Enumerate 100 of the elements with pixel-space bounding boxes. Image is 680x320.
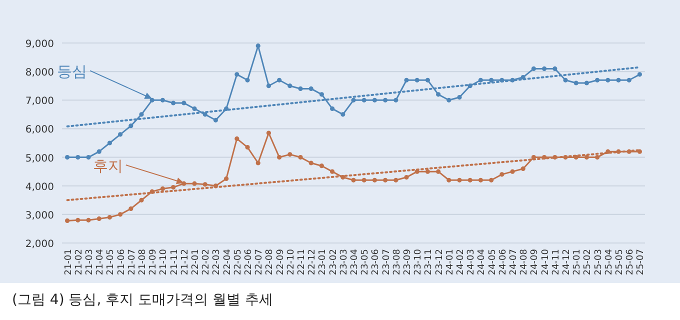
- y-tick-label: 4,000: [25, 182, 54, 193]
- point: [414, 78, 420, 82]
- x-tick-label: 23-08: [392, 248, 402, 276]
- x-tick-label: 23-12: [434, 249, 445, 276]
- x-tick-label: 21-04: [96, 248, 106, 276]
- point: [277, 154, 282, 160]
- x-tick-label: 22-08: [265, 248, 276, 276]
- point: [637, 72, 642, 77]
- point: [510, 169, 515, 174]
- point: [457, 178, 462, 182]
- point: [245, 144, 250, 150]
- x-tick-label: 23-03: [339, 249, 350, 276]
- x-tick-label: 21-11: [170, 249, 180, 276]
- point: [531, 66, 536, 72]
- point: [489, 178, 494, 182]
- point: [234, 136, 240, 142]
- point: [542, 66, 547, 72]
- x-tick-label: 25-07: [636, 249, 646, 276]
- point: [330, 106, 335, 112]
- x-tick-label: 22-03: [212, 249, 222, 276]
- point: [288, 84, 292, 88]
- y-tick-label: 7,000: [25, 96, 54, 108]
- point: [500, 172, 504, 177]
- point: [128, 124, 134, 128]
- x-tick-label: 22-05: [233, 249, 244, 276]
- point: [107, 214, 112, 220]
- point: [86, 154, 91, 160]
- x-tick-label: 24-12: [562, 249, 572, 276]
- point: [606, 78, 610, 82]
- x-tick-label: 24-05: [488, 249, 498, 276]
- x-tick-label: 22-04: [222, 248, 233, 276]
- x-tick-label: 25-03: [594, 249, 604, 276]
- point: [139, 198, 144, 202]
- point: [584, 80, 589, 86]
- point: [224, 176, 229, 182]
- point: [308, 160, 314, 166]
- point: [457, 94, 462, 100]
- point: [436, 92, 441, 97]
- x-tick-label: 22-06: [244, 248, 254, 276]
- x-tick-label: 24-10: [540, 248, 551, 276]
- x-tick-label: 25-06: [626, 248, 636, 276]
- point: [266, 84, 271, 88]
- y-tick-label: 8,000: [25, 68, 54, 79]
- x-tick-label: 21-03: [85, 249, 95, 276]
- point: [372, 178, 377, 182]
- x-tick-label: 21-10: [159, 248, 170, 276]
- x-tick-label: 23-07: [382, 249, 392, 276]
- annotation: 후지: [92, 157, 184, 184]
- x-tick-label: 22-07: [254, 249, 265, 276]
- x-tick-label: 22-01: [191, 249, 201, 276]
- point: [351, 178, 356, 182]
- point: [171, 100, 176, 106]
- point: [616, 78, 621, 82]
- x-tick-label: 23-10: [414, 248, 424, 276]
- annotation: 후지: [92, 157, 123, 175]
- point: [245, 78, 250, 82]
- point: [118, 132, 123, 137]
- point: [425, 169, 430, 174]
- point: [520, 166, 526, 172]
- point: [234, 72, 240, 77]
- x-tick-label: 23-09: [403, 248, 413, 276]
- point: [468, 178, 472, 182]
- point: [489, 78, 494, 82]
- point: [319, 92, 324, 97]
- x-tick-label: 22-09: [276, 248, 286, 276]
- y-tick-label: 3,000: [25, 210, 54, 222]
- point: [107, 140, 112, 146]
- x-tick-label: 21-01: [64, 249, 74, 276]
- point: [213, 118, 218, 122]
- x-tick-label: 23-02: [328, 249, 339, 276]
- x-tick-label: 24-07: [509, 249, 519, 276]
- y-tick-label: 6,000: [25, 124, 54, 136]
- point: [202, 182, 208, 187]
- point: [256, 44, 260, 48]
- point: [394, 178, 398, 182]
- x-tick-label: 23-06: [371, 248, 382, 276]
- x-tick-label: 22-10: [286, 248, 296, 276]
- annotation: 등심: [57, 62, 88, 81]
- x-tick-label: 24-04: [477, 248, 488, 276]
- point: [266, 130, 271, 136]
- point: [128, 206, 134, 212]
- point: [160, 98, 165, 102]
- point: [76, 154, 80, 160]
- point: [192, 106, 197, 112]
- point: [288, 152, 292, 157]
- y-tick-label: 5,000: [25, 153, 54, 164]
- point: [192, 181, 197, 186]
- y-tick-label: 2,000: [25, 239, 54, 250]
- x-tick-label: 24-11: [551, 249, 562, 276]
- point: [330, 169, 335, 174]
- point: [436, 169, 441, 174]
- point: [118, 212, 123, 217]
- point: [182, 100, 186, 106]
- x-tick-label: 24-02: [456, 249, 466, 276]
- x-tick-label: 24-08: [520, 248, 530, 276]
- point: [76, 218, 80, 222]
- x-tick-label: 23-05: [360, 249, 371, 276]
- point: [171, 184, 176, 190]
- text: (그림 4) 등심, 후지 도매가격의 월별 추세: [12, 292, 273, 308]
- point: [96, 216, 102, 222]
